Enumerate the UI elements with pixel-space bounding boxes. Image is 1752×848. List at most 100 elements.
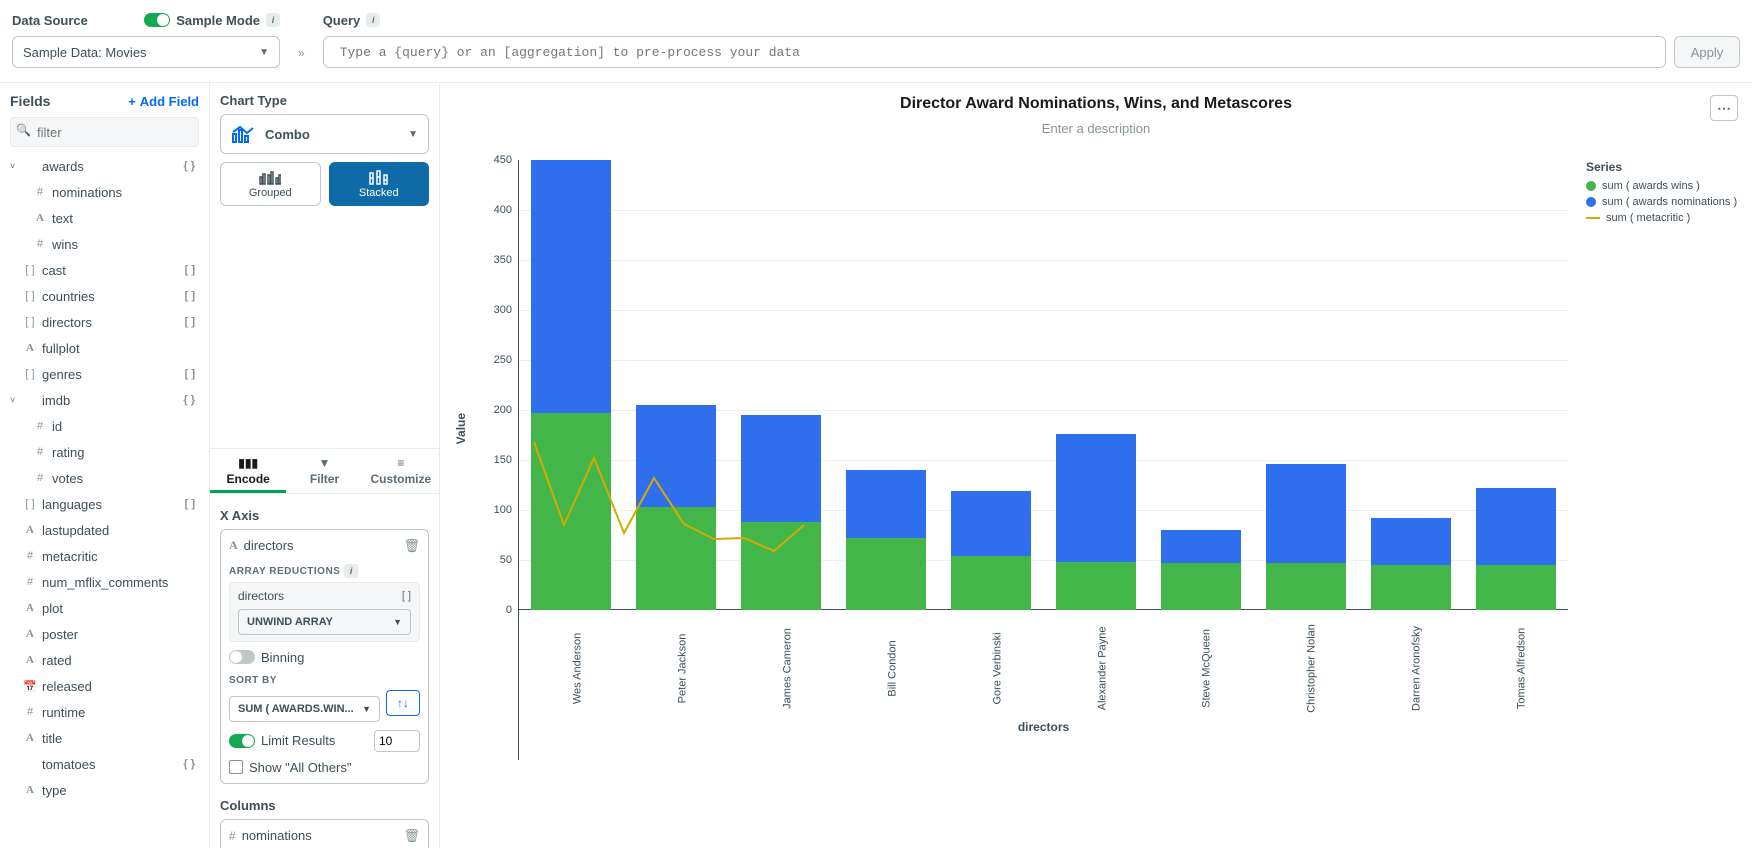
bar-slot <box>1253 160 1358 610</box>
bar-slot <box>519 160 624 610</box>
x-tick-label: Gore Verbinski <box>991 616 1003 721</box>
delete-icon[interactable]: 🗑 <box>403 828 420 844</box>
field-row[interactable]: [ ]cast[ ] <box>10 257 199 283</box>
bar-segment-nominations <box>636 405 716 507</box>
field-row[interactable]: #id <box>10 413 199 439</box>
x-labels: Wes AndersonPeter JacksonJames CameronBi… <box>519 616 1568 628</box>
stacked-bar[interactable] <box>741 415 821 610</box>
tab-customize[interactable]: ≡Customize <box>363 449 439 493</box>
bar-segment-nominations <box>1371 518 1451 565</box>
y-tick: 250 <box>494 354 512 366</box>
field-row[interactable]: #nominations <box>10 179 199 205</box>
show-others-checkbox[interactable] <box>229 760 243 774</box>
delete-icon[interactable]: 🗑 <box>403 538 420 554</box>
fields-filter-input[interactable] <box>10 117 199 147</box>
tab-encode[interactable]: ▮▮▮Encode <box>210 449 286 493</box>
expand-icon[interactable]: [ ] <box>402 590 411 602</box>
config-tabs: ▮▮▮Encode ▼Filter ≡Customize <box>210 448 439 494</box>
field-row[interactable]: Aplot <box>10 595 199 621</box>
field-row[interactable]: ˅imdb{ } <box>10 387 199 413</box>
bar-segment-nominations <box>741 415 821 522</box>
query-input[interactable] <box>323 36 1666 68</box>
plus-icon: + <box>128 94 136 109</box>
stacked-bar[interactable] <box>951 491 1031 610</box>
x-tick-label: Alexander Payne <box>1096 616 1108 721</box>
chart-description[interactable]: Enter a description <box>454 121 1738 136</box>
apply-button[interactable]: Apply <box>1674 36 1740 68</box>
y-tick: 300 <box>494 304 512 316</box>
bar-slot <box>834 160 939 610</box>
topbar: Data Source Sample Mode i Sample Data: M… <box>0 0 1752 83</box>
field-row[interactable]: #votes <box>10 465 199 491</box>
grouped-mode-button[interactable]: Grouped <box>220 162 321 206</box>
add-field-button[interactable]: +Add Field <box>128 94 199 109</box>
legend-item[interactable]: sum ( awards nominations ) <box>1586 196 1738 208</box>
chevron-down-icon: ▼ <box>393 617 402 627</box>
field-row[interactable]: Afullplot <box>10 335 199 361</box>
field-row[interactable]: Atitle <box>10 725 199 751</box>
field-row[interactable]: #num_mflix_comments <box>10 569 199 595</box>
info-icon[interactable]: i <box>344 564 358 578</box>
legend-item[interactable]: sum ( metacritic ) <box>1586 212 1738 224</box>
bar-segment-wins <box>636 507 716 610</box>
stacked-bar[interactable] <box>1056 434 1136 610</box>
bar-slot <box>939 160 1044 610</box>
field-row[interactable]: [ ]directors[ ] <box>10 309 199 335</box>
sort-by-select[interactable]: SUM ( AWARDS.WIN...▼ <box>229 696 380 722</box>
field-row[interactable]: [ ]genres[ ] <box>10 361 199 387</box>
chevron-down-icon: ▼ <box>408 129 418 140</box>
stacked-bar[interactable] <box>1266 464 1346 610</box>
field-row[interactable]: ˅awards{ } <box>10 153 199 179</box>
limit-results-toggle[interactable] <box>229 734 255 748</box>
text-type-icon: A <box>229 538 238 553</box>
stacked-bar[interactable] <box>636 405 716 610</box>
field-row[interactable]: #rating <box>10 439 199 465</box>
field-row[interactable]: Arated <box>10 647 199 673</box>
xaxis-title: X Axis <box>220 508 429 523</box>
chart-type-label: Chart Type <box>220 93 429 108</box>
stacked-bar[interactable] <box>1476 488 1556 610</box>
x-tick-label: Christopher Nolan <box>1306 616 1318 721</box>
sample-mode-toggle[interactable] <box>144 13 170 27</box>
field-row[interactable]: 📅released <box>10 673 199 699</box>
binning-toggle[interactable] <box>229 650 255 664</box>
data-source-label: Data Source <box>12 13 88 28</box>
field-row[interactable]: Alastupdated <box>10 517 199 543</box>
limit-input[interactable] <box>374 730 420 752</box>
chevron-down-icon: ▼ <box>259 47 269 58</box>
stacked-icon <box>368 169 390 185</box>
chart-type-select[interactable]: Combo ▼ <box>220 114 429 154</box>
query-section: Query i Apply <box>323 10 1740 68</box>
query-label: Query <box>323 13 361 28</box>
legend-item[interactable]: sum ( awards wins ) <box>1586 180 1738 192</box>
bar-segment-nominations <box>1161 530 1241 563</box>
stacked-bar[interactable] <box>531 160 611 610</box>
stacked-bar[interactable] <box>846 470 926 610</box>
info-icon[interactable]: i <box>266 13 280 27</box>
data-source-select[interactable]: Sample Data: Movies ▼ <box>12 36 280 68</box>
sample-mode-label: Sample Mode <box>176 13 260 28</box>
reduction-op-select[interactable]: UNWIND ARRAY▼ <box>238 609 411 635</box>
stacked-bar[interactable] <box>1371 518 1451 610</box>
field-row[interactable]: #metacritic <box>10 543 199 569</box>
field-row[interactable]: Atext <box>10 205 199 231</box>
stacked-bar[interactable] <box>1161 530 1241 610</box>
sort-direction-button[interactable]: ↑↓ <box>386 690 420 716</box>
x-tick-label: Steve McQueen <box>1201 616 1213 721</box>
y-tick: 450 <box>494 154 512 166</box>
field-row[interactable]: #runtime <box>10 699 199 725</box>
legend-swatch <box>1586 197 1596 207</box>
tab-filter[interactable]: ▼Filter <box>286 449 362 493</box>
field-row[interactable]: tomatoes{ } <box>10 751 199 777</box>
field-row[interactable]: Aposter <box>10 621 199 647</box>
sliders-icon: ≡ <box>397 456 404 470</box>
stacked-mode-button[interactable]: Stacked <box>329 162 430 206</box>
chart-title[interactable]: Director Award Nominations, Wins, and Me… <box>454 95 1738 113</box>
field-row[interactable]: Atype <box>10 777 199 803</box>
chart-menu-button[interactable]: ⋯ <box>1710 95 1738 121</box>
x-tick-label: James Cameron <box>781 616 793 721</box>
field-row[interactable]: [ ]languages[ ] <box>10 491 199 517</box>
info-icon[interactable]: i <box>366 13 380 27</box>
field-row[interactable]: [ ]countries[ ] <box>10 283 199 309</box>
field-row[interactable]: #wins <box>10 231 199 257</box>
